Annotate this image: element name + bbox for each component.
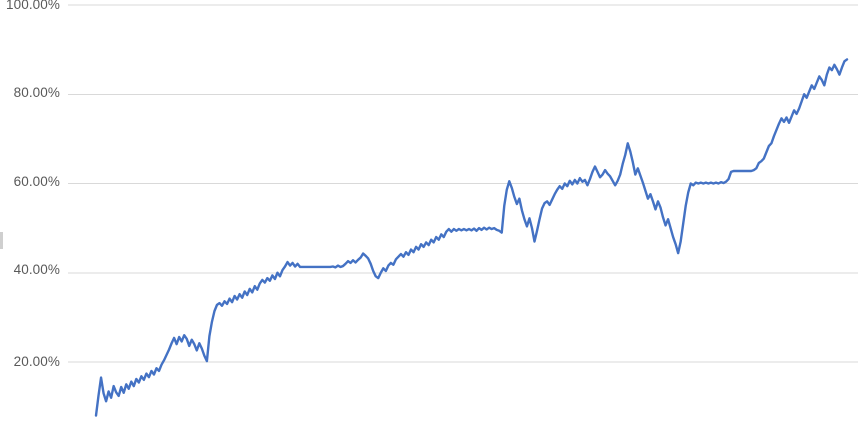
series-line-0 bbox=[94, 58, 849, 417]
y-tick-label-80: 80.00% bbox=[13, 85, 60, 100]
series-lines bbox=[94, 58, 849, 417]
gridlines bbox=[68, 4, 858, 363]
y-tick-label-40: 40.00% bbox=[13, 262, 60, 277]
y-tick-label-100: 100.00% bbox=[6, 0, 60, 12]
y-tick-label-60: 60.00% bbox=[13, 174, 60, 189]
vertical-axis-title-cropped bbox=[0, 232, 3, 249]
y-tick-label-20: 20.00% bbox=[13, 354, 60, 369]
